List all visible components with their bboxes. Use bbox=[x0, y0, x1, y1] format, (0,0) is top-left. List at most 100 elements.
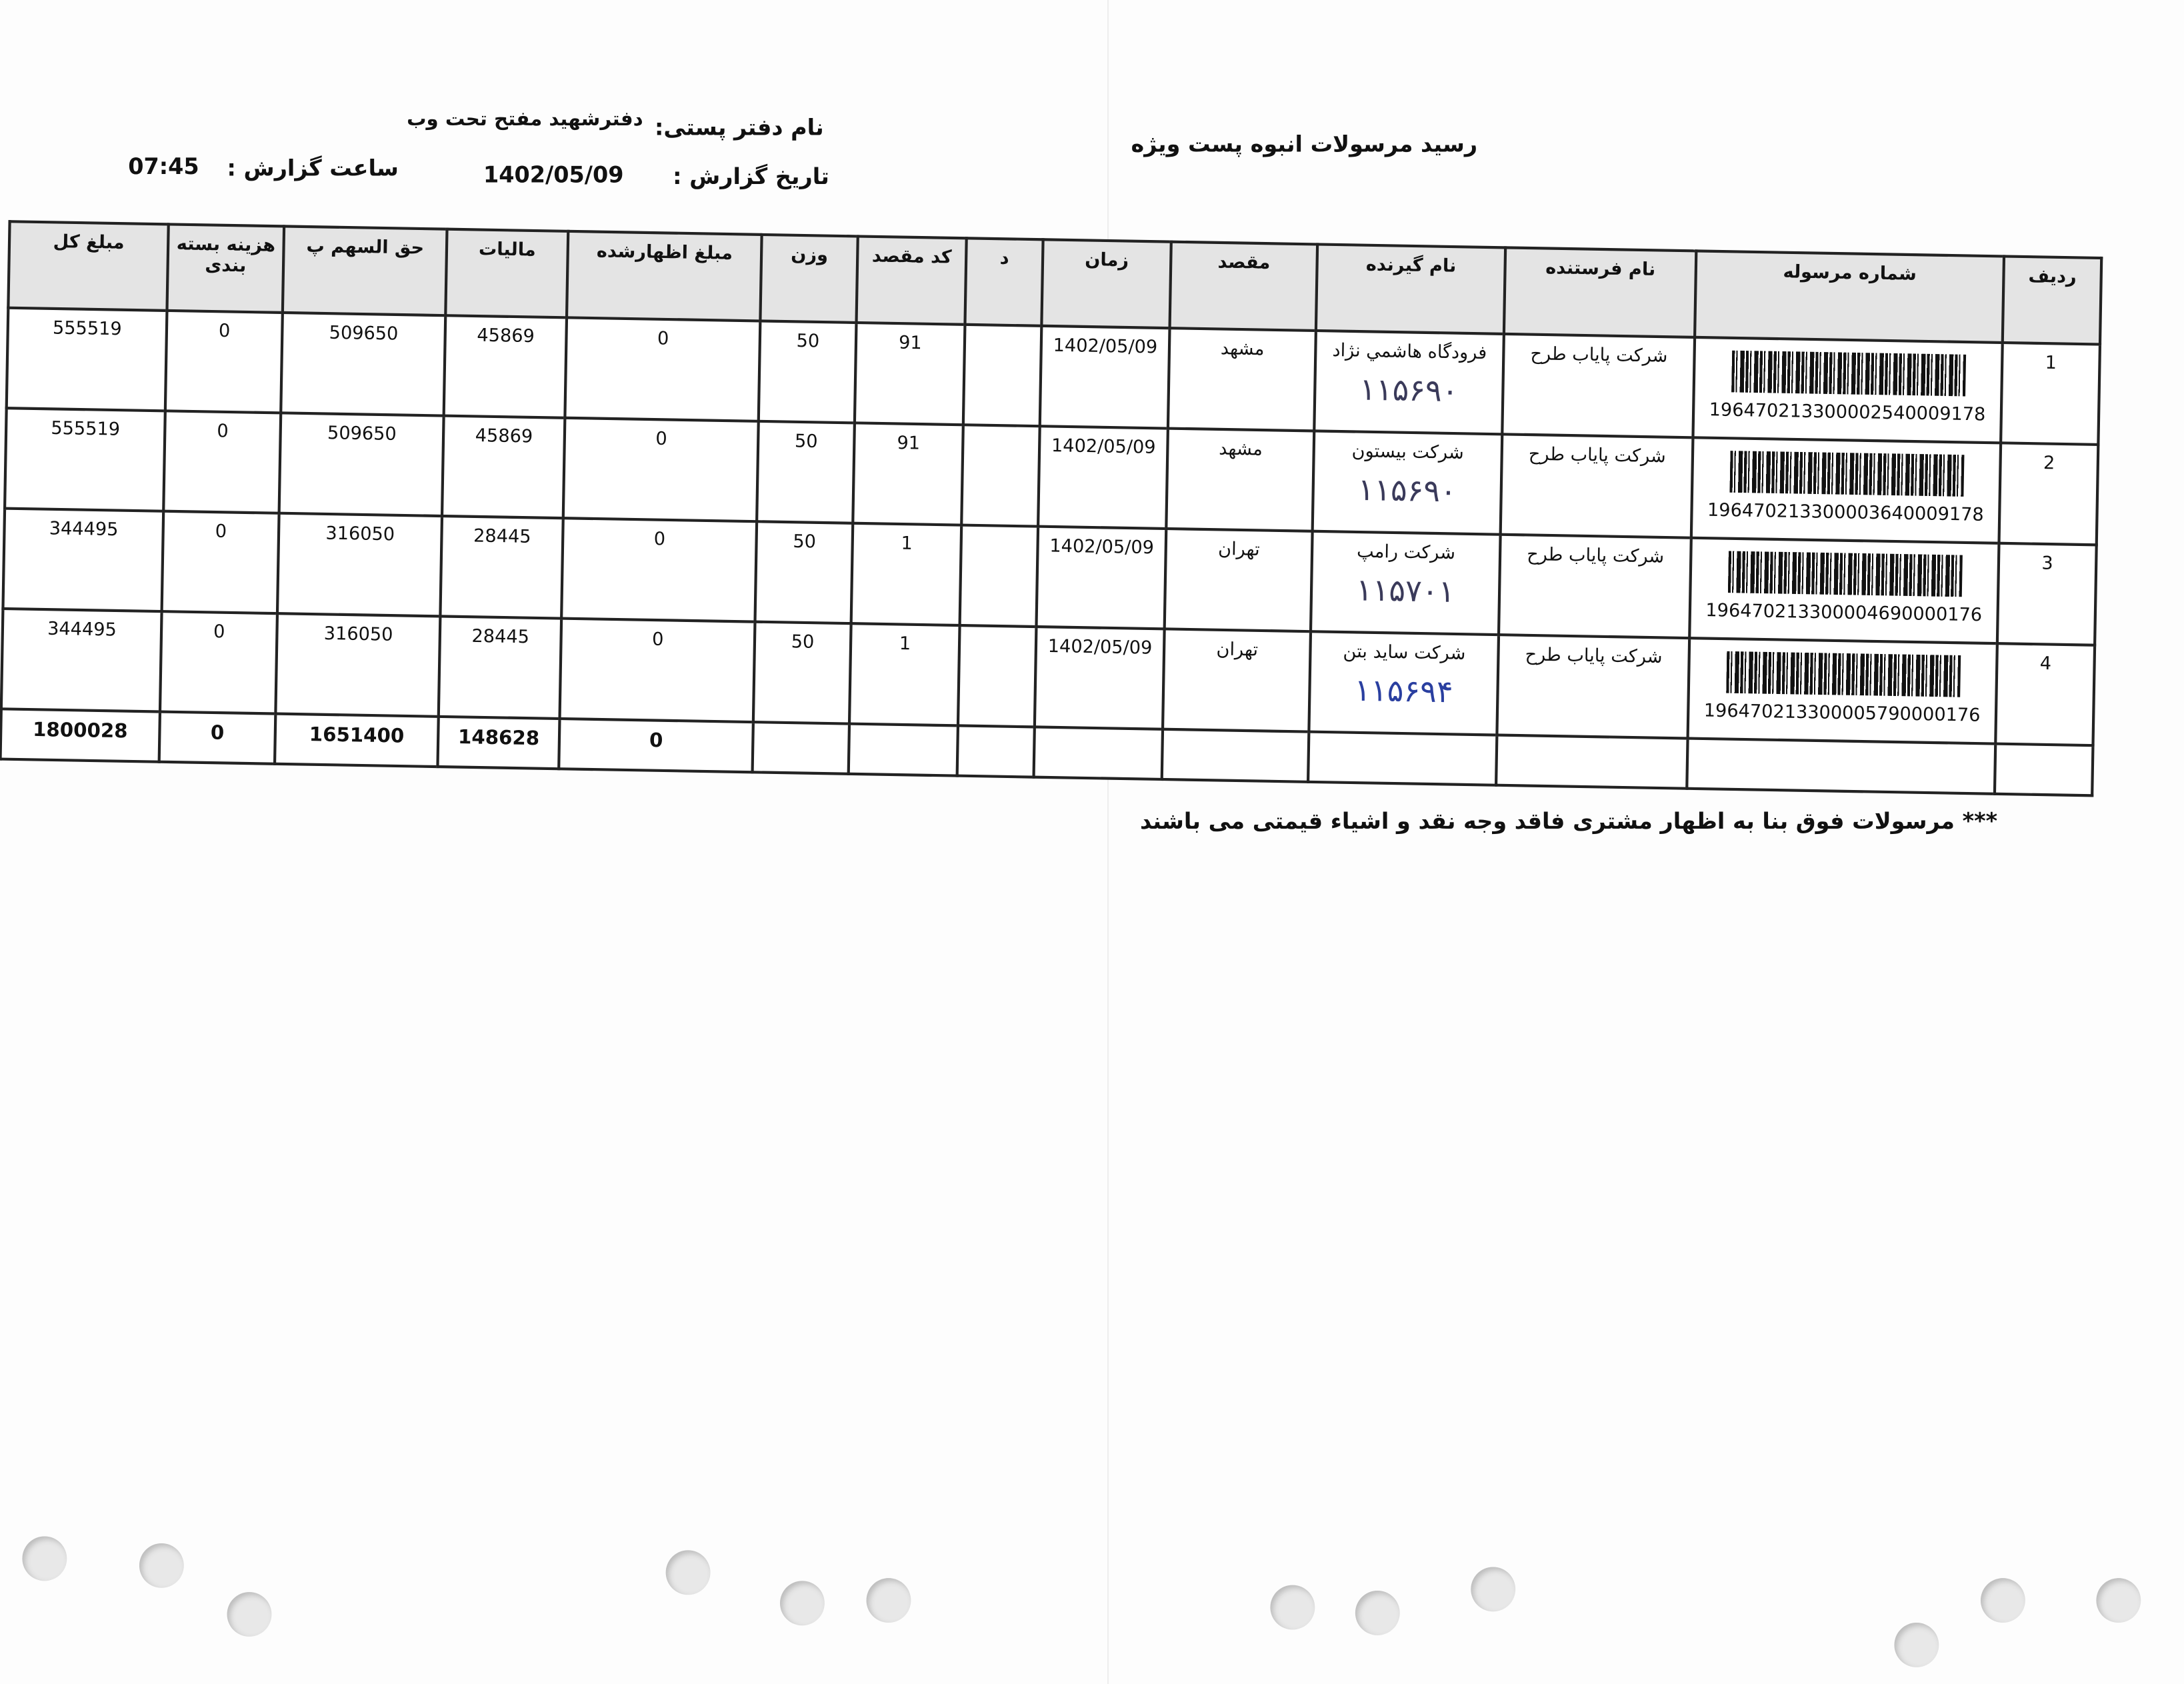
cell-sender: شرکت پایاب طرح bbox=[1499, 534, 1691, 639]
receiver-name: فرودگاه هاشمي نژاد bbox=[1332, 341, 1487, 365]
cell-tax: 45869 bbox=[443, 315, 567, 418]
total-tracking bbox=[1687, 738, 1996, 794]
cell-row: 3 bbox=[1997, 543, 2097, 645]
cell-tracking: 196470213300004690000176 bbox=[1689, 537, 1999, 644]
column-header: ردیف bbox=[2002, 256, 2102, 345]
punch-hole bbox=[1980, 1578, 2025, 1623]
total-dest-code bbox=[848, 723, 958, 776]
punch-hole bbox=[866, 1578, 911, 1623]
document-title: رسید مرسولات انبوه پست ویژه bbox=[1131, 131, 1478, 158]
cell-declared: 0 bbox=[561, 518, 757, 622]
date-value: 1402/05/09 bbox=[483, 161, 624, 189]
cell-d bbox=[961, 425, 1040, 527]
office-value: دفترشهید مفتح تحت وب bbox=[407, 108, 643, 131]
cell-receiver: شرکت بیستون ۱۱۵۶۹۰ bbox=[1312, 431, 1503, 535]
cell-destination: مشهد bbox=[1167, 328, 1316, 431]
cell-dest-code: 1 bbox=[851, 523, 962, 626]
total-total: 1800028 bbox=[0, 709, 160, 762]
cell-destination: تهران bbox=[1163, 629, 1311, 732]
date-label: تاریخ گزارش : bbox=[673, 163, 829, 190]
cell-tax: 45869 bbox=[442, 415, 565, 519]
barcode-image bbox=[1731, 350, 1966, 397]
total-destination bbox=[1161, 729, 1309, 782]
cell-declared: 0 bbox=[565, 317, 761, 421]
cell-share: 509650 bbox=[279, 413, 444, 517]
cell-declared: 0 bbox=[563, 417, 759, 522]
punch-hole bbox=[1355, 1590, 1400, 1635]
cell-sender: شرکت پایاب طرح bbox=[1497, 635, 1690, 739]
cell-destination: تهران bbox=[1164, 528, 1313, 632]
punch-hole bbox=[665, 1550, 711, 1595]
cell-row: 4 bbox=[1995, 643, 2095, 746]
column-header: نام فرستنده bbox=[1503, 247, 1697, 337]
handwritten-number: ۱۱۵۶۹۴ bbox=[1353, 674, 1453, 711]
cell-weight: 50 bbox=[758, 321, 857, 423]
cell-share: 509650 bbox=[281, 312, 446, 416]
column-header: مقصد bbox=[1169, 241, 1318, 331]
handwritten-number: ۱۱۵۷۰۱ bbox=[1355, 573, 1455, 611]
column-header: نام گیرنده bbox=[1315, 244, 1506, 334]
barcode-image bbox=[1725, 651, 1961, 697]
cell-packing: 0 bbox=[163, 411, 281, 513]
column-header: کد مقصد bbox=[856, 236, 967, 325]
handwritten-number: ۱۱۵۶۹۰ bbox=[1357, 473, 1457, 511]
column-header: هزینه بسته بندی bbox=[167, 224, 285, 313]
punch-hole bbox=[1894, 1623, 1939, 1667]
cell-d bbox=[957, 625, 1037, 727]
cell-dest-code: 91 bbox=[853, 423, 963, 525]
cell-weight: 50 bbox=[757, 421, 855, 523]
punch-hole bbox=[139, 1543, 184, 1588]
total-tax: 148628 bbox=[437, 716, 560, 769]
tracking-number: 196470213300005790000176 bbox=[1703, 701, 1981, 727]
cell-tracking: 196470213300005790000176 bbox=[1687, 638, 1997, 744]
punch-hole bbox=[227, 1592, 272, 1637]
total-d bbox=[957, 725, 1035, 777]
cell-receiver: فرودگاه هاشمي نژاد ۱۱۵۶۹۰ bbox=[1314, 330, 1504, 435]
total-time bbox=[1033, 727, 1163, 779]
cell-packing: 0 bbox=[159, 611, 277, 714]
barcode-image bbox=[1727, 551, 1962, 597]
cell-share: 316050 bbox=[275, 613, 441, 717]
cell-tax: 28445 bbox=[438, 616, 562, 719]
cell-weight: 50 bbox=[755, 521, 853, 624]
total-receiver bbox=[1308, 731, 1497, 785]
time-value: 07:45 bbox=[128, 153, 199, 180]
footer-note: *** مرسولات فوق بنا به اظهار مشتری فاقد … bbox=[1139, 807, 1998, 835]
cell-time: 1402/05/09 bbox=[1039, 325, 1170, 429]
cell-total: 344495 bbox=[1, 608, 162, 712]
time-label: ساعت گزارش : bbox=[227, 154, 399, 181]
punch-hole bbox=[780, 1581, 825, 1626]
cell-row: 1 bbox=[2001, 342, 2100, 445]
cell-tracking: 196470213300002540009178 bbox=[1693, 337, 2003, 443]
punch-hole bbox=[1471, 1567, 1516, 1612]
barcode-image bbox=[1729, 451, 1964, 497]
total-row bbox=[1994, 743, 2093, 796]
cell-time: 1402/05/09 bbox=[1038, 426, 1168, 529]
cell-dest-code: 91 bbox=[854, 322, 965, 425]
cell-time: 1402/05/09 bbox=[1034, 627, 1165, 729]
cell-total: 555519 bbox=[6, 307, 167, 411]
cell-weight: 50 bbox=[753, 621, 851, 724]
cell-tax: 28445 bbox=[440, 516, 563, 619]
column-header: د bbox=[965, 238, 1043, 326]
punch-hole bbox=[1270, 1585, 1315, 1630]
column-header: شماره مرسوله bbox=[1695, 251, 2005, 343]
cell-share: 316050 bbox=[277, 513, 443, 617]
column-header: مبلغ کل bbox=[8, 221, 169, 311]
tracking-number: 196470213300002540009178 bbox=[1709, 400, 1986, 426]
office-label: نام دفتر پستی: bbox=[654, 114, 824, 141]
cell-total: 555519 bbox=[5, 408, 165, 511]
column-header: وزن bbox=[760, 234, 858, 323]
cell-time: 1402/05/09 bbox=[1036, 526, 1167, 629]
cell-dest-code: 1 bbox=[849, 623, 960, 726]
cell-declared: 0 bbox=[559, 618, 755, 723]
total-sender bbox=[1496, 735, 1688, 789]
handwritten-number: ۱۱۵۶۹۰ bbox=[1359, 373, 1459, 410]
total-packing: 0 bbox=[159, 711, 276, 764]
cell-receiver: شرکت رامپ ۱۱۵۷۰۱ bbox=[1311, 531, 1501, 635]
column-header: مالیات bbox=[445, 229, 569, 318]
fold-line bbox=[1107, 0, 1109, 1684]
cell-row: 2 bbox=[1999, 443, 2099, 545]
column-header: حق السهم پ bbox=[282, 226, 447, 316]
